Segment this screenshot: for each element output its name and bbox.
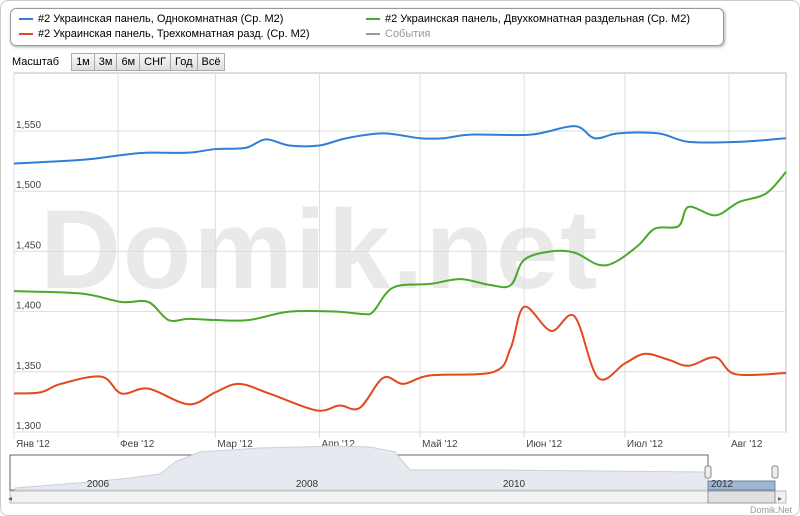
y-tick-label: 1,500 xyxy=(16,180,41,191)
x-tick-label: Авг '12 xyxy=(731,439,763,450)
zoom-ytd-button[interactable]: СНГ xyxy=(139,53,171,71)
legend-label: #2 Украинская панель, Двухкомнатная разд… xyxy=(385,13,690,25)
zoom-label: Масштаб xyxy=(12,56,60,68)
x-tick-label: Фев '12 xyxy=(120,439,155,450)
zoom-6m-button[interactable]: 6м xyxy=(116,53,141,71)
scroll-left-icon[interactable]: ◂ xyxy=(8,494,12,503)
zoom-1m-button[interactable]: 1м xyxy=(71,53,95,71)
legend-item-three-room[interactable]: #2 Украинская панель, Трехкомнатная разд… xyxy=(19,28,310,40)
y-tick-label: 1,400 xyxy=(16,301,41,312)
credit-label: Domik.Net xyxy=(750,505,793,515)
x-tick-label: Июн '12 xyxy=(526,439,562,450)
zoom-all-button[interactable]: Всё xyxy=(196,53,226,71)
legend-item-events[interactable]: События xyxy=(366,28,430,40)
y-tick-label: 1,450 xyxy=(16,240,41,251)
navigator-right-handle[interactable] xyxy=(771,465,779,479)
legend-item-one-room[interactable]: #2 Украинская панель, Однокомнатная (Ср.… xyxy=(19,13,283,25)
scrollbar-thumb[interactable] xyxy=(707,490,776,504)
zoom-3m-button[interactable]: 3м xyxy=(93,53,118,71)
y-tick-label: 1,300 xyxy=(16,421,41,432)
zoom-year-button[interactable]: Год xyxy=(169,53,198,71)
x-tick-label: Янв '12 xyxy=(16,439,50,450)
series-line xyxy=(13,171,787,323)
zoom-selector: Масштаб 1м 3м 6м СНГ Год Всё xyxy=(12,53,226,71)
navigator-year-label: 2012 xyxy=(711,479,734,490)
legend-label: События xyxy=(385,28,431,40)
scrollbar-track[interactable] xyxy=(9,490,787,504)
legend-swatch xyxy=(366,33,380,35)
legend-swatch xyxy=(366,18,380,20)
legend-item-two-room[interactable]: #2 Украинская панель, Двухкомнатная разд… xyxy=(366,13,690,25)
plot-area xyxy=(13,72,787,433)
series-line xyxy=(13,125,787,165)
legend-label: #2 Украинская панель, Однокомнатная (Ср.… xyxy=(38,13,284,25)
navigator-left-handle[interactable] xyxy=(704,465,712,479)
x-tick-label: Апр '12 xyxy=(321,439,355,450)
navigator-year-label: 2010 xyxy=(503,479,526,490)
y-tick-label: 1,350 xyxy=(16,361,41,372)
legend-swatch xyxy=(19,18,33,20)
watermark: Domik.net xyxy=(40,187,600,312)
navigator-selected-range[interactable] xyxy=(707,480,776,491)
legend-label: #2 Украинская панель, Трехкомнатная разд… xyxy=(38,28,310,40)
x-tick-label: Июл '12 xyxy=(627,439,664,450)
x-tick-label: Мар '12 xyxy=(217,439,253,450)
x-tick-label: Май '12 xyxy=(422,439,458,450)
navigator-year-label: 2008 xyxy=(296,479,319,490)
series-line xyxy=(13,305,787,412)
legend-swatch xyxy=(19,33,33,35)
y-tick-label: 1,550 xyxy=(16,120,41,131)
navigator-year-label: 2006 xyxy=(87,479,110,490)
scroll-right-icon[interactable]: ▸ xyxy=(778,494,782,503)
legend: #2 Украинская панель, Однокомнатная (Ср.… xyxy=(10,8,724,46)
